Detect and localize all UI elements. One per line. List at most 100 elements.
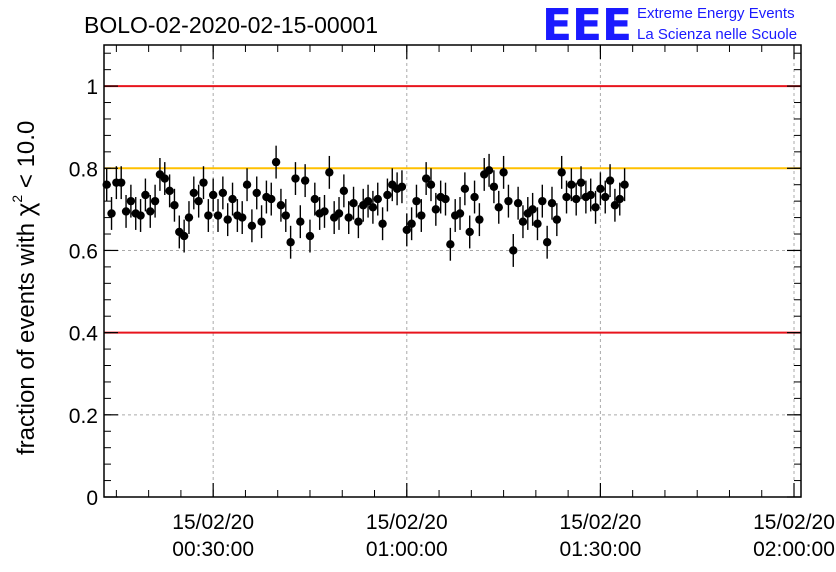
point-marker <box>431 205 441 214</box>
point-marker <box>421 174 431 183</box>
data-point <box>150 184 160 218</box>
data-point <box>504 184 513 218</box>
data-point <box>242 168 252 202</box>
data-point <box>339 174 349 208</box>
data-point <box>552 203 562 237</box>
point-marker <box>460 184 470 194</box>
point-marker <box>489 182 499 191</box>
data-point <box>518 205 528 239</box>
data-point <box>310 182 320 216</box>
point-marker <box>252 188 261 198</box>
data-point <box>300 164 310 198</box>
data-point <box>441 182 450 216</box>
point-marker <box>562 192 571 202</box>
x-tick-label-date: 15/02/20 <box>172 511 254 534</box>
point-marker <box>615 194 624 204</box>
point-marker <box>349 199 358 208</box>
data-point <box>179 219 189 253</box>
point-marker <box>552 215 562 224</box>
data-point <box>557 155 566 189</box>
point-marker <box>383 190 392 200</box>
data-point <box>247 209 257 243</box>
data-point <box>208 178 218 212</box>
data-point <box>509 234 518 267</box>
point-marker <box>271 157 281 167</box>
data-point <box>460 172 470 206</box>
point-marker <box>189 188 199 198</box>
data-point <box>238 201 247 235</box>
point-marker <box>228 194 237 204</box>
data-point <box>204 199 213 232</box>
data-point <box>368 190 378 224</box>
data-point <box>610 188 620 222</box>
point-marker <box>160 174 169 183</box>
data-point <box>286 225 295 259</box>
data-point <box>354 205 363 239</box>
logo-letters: EEE <box>542 0 632 51</box>
point-marker <box>325 168 334 177</box>
point-marker <box>238 213 247 222</box>
data-point <box>601 180 610 214</box>
data-point <box>576 166 586 200</box>
data-point <box>170 188 179 222</box>
point-marker <box>513 199 523 208</box>
point-marker <box>208 190 218 200</box>
y-tick-label: 0.4 <box>69 323 99 346</box>
data-point <box>533 207 542 241</box>
data-point <box>417 199 426 232</box>
data-point <box>475 203 484 237</box>
point-marker <box>620 180 629 189</box>
point-marker <box>136 211 145 220</box>
point-marker <box>267 194 276 204</box>
data-point <box>117 166 126 200</box>
y-axis-label: fraction of events with χ2 < 10.0 <box>9 121 40 455</box>
point-marker <box>397 182 407 191</box>
data-point <box>228 182 237 216</box>
data-point <box>257 205 266 239</box>
point-marker <box>407 219 416 228</box>
point-marker <box>528 205 537 214</box>
chart-title: BOLO-02-2020-02-15-00001 <box>84 12 378 38</box>
data-point <box>567 168 576 202</box>
point-marker <box>150 196 160 206</box>
data-points <box>102 145 629 267</box>
point-marker <box>107 209 116 218</box>
point-marker <box>141 190 150 200</box>
data-point <box>107 197 116 230</box>
y-axis-label-prefix: fraction of events with <box>13 216 40 455</box>
data-point <box>591 190 600 224</box>
point-marker <box>605 176 615 185</box>
data-point <box>446 227 455 261</box>
data-point <box>562 180 571 214</box>
point-marker <box>126 196 136 206</box>
data-point <box>349 186 358 220</box>
data-point <box>281 199 290 232</box>
point-marker <box>204 211 213 220</box>
point-marker <box>547 199 557 208</box>
data-point <box>397 170 407 204</box>
data-point <box>146 194 155 228</box>
data-point <box>605 164 615 198</box>
point-marker <box>184 213 194 222</box>
point-marker <box>426 180 436 189</box>
data-point <box>223 203 232 237</box>
data-point <box>489 170 499 204</box>
x-tick-label-time: 00:30:00 <box>172 538 254 561</box>
data-point <box>494 190 503 224</box>
point-marker <box>455 209 465 218</box>
point-marker <box>291 174 300 183</box>
x-tick-label-time: 01:30:00 <box>560 538 642 561</box>
data-point <box>320 194 329 228</box>
data-point <box>141 178 150 212</box>
point-marker <box>281 211 290 220</box>
point-marker <box>179 231 189 241</box>
point-marker <box>557 168 566 177</box>
point-marker <box>363 196 373 206</box>
x-tick-label-date: 15/02/20 <box>753 511 835 534</box>
y-axis-label-exponent: 2 <box>9 195 25 203</box>
plot-frame <box>103 44 802 498</box>
point-marker <box>223 215 232 224</box>
data-point <box>267 182 276 216</box>
